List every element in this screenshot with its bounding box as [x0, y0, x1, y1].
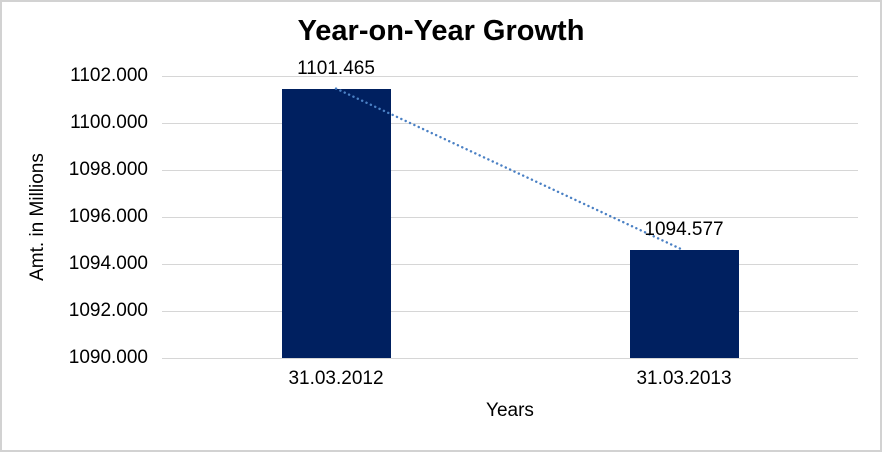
bar-value-label: 1101.465 [297, 57, 375, 79]
y-tick-label: 1100.000 [70, 112, 148, 133]
x-tick-label: 31.03.2012 [288, 368, 384, 389]
gridline [162, 217, 858, 218]
trendline-path [334, 87, 686, 252]
gridline [162, 76, 858, 77]
trendline [334, 87, 686, 252]
x-tick-label: 31.03.2013 [636, 368, 732, 389]
gridline [162, 311, 858, 312]
chart-title: Year-on-Year Growth [297, 15, 585, 47]
y-tick-label: 1102.000 [70, 65, 148, 86]
bar-31.03.2013 [629, 250, 739, 358]
gridline [162, 123, 858, 124]
y-tick-label: 1094.000 [68, 253, 148, 274]
bar-value-label: 1094.577 [644, 219, 724, 241]
gridline [162, 264, 858, 265]
y-tick-label: 1090.000 [68, 347, 148, 368]
y-tick-label: 1092.000 [68, 300, 148, 321]
y-tick-label: 1096.000 [68, 206, 148, 227]
x-axis-title: Years [486, 400, 534, 421]
bar-31.03.2012 [281, 88, 391, 358]
y-tick-label: 1098.000 [68, 159, 148, 180]
gridline [162, 358, 858, 359]
